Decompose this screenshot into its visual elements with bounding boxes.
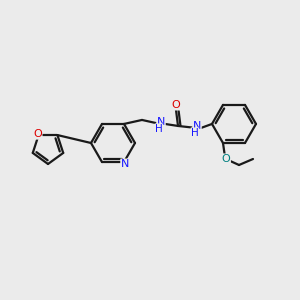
Text: N: N	[157, 117, 165, 127]
Text: O: O	[33, 129, 42, 139]
Text: N: N	[121, 159, 129, 169]
Text: O: O	[222, 154, 230, 164]
Text: H: H	[155, 124, 163, 134]
Text: H: H	[191, 128, 199, 138]
Text: O: O	[172, 100, 180, 110]
Text: N: N	[193, 121, 201, 131]
